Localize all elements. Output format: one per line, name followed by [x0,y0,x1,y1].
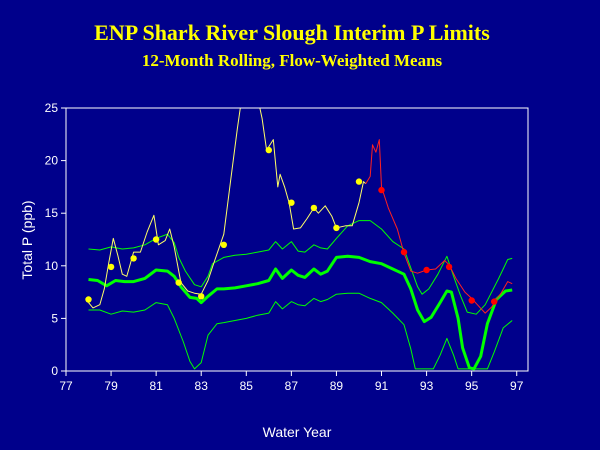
x-tick-label: 97 [510,379,524,393]
y-axis-label: Total P (ppb) [19,200,35,279]
y-tick-label: 15 [45,206,59,220]
data-points [85,146,498,305]
x-tick-label: 79 [104,379,118,393]
series-line-upper [88,220,513,315]
annual-point [175,279,182,286]
series-line-measured_recent [365,139,513,314]
x-tick-label: 93 [420,379,434,393]
x-tick-label: 81 [149,379,163,393]
annual-point-recent [468,297,475,304]
annual-point [265,146,272,154]
x-tick-label: 77 [59,379,73,393]
plot-frame [65,107,529,372]
series-line-limit [88,254,513,371]
annual-point [355,178,363,185]
plot-area [88,108,513,371]
annual-point [107,263,115,271]
annual-point [152,236,160,243]
annual-point [288,199,295,206]
y-tick-label: 0 [51,364,58,378]
x-axis-label: Water Year [263,424,332,440]
x-tick-label: 83 [195,379,209,393]
x-tick-label: 89 [330,379,344,393]
y-tick-label: 25 [45,101,59,115]
series-line-measured [88,108,367,309]
x-tick-label: 91 [375,379,389,393]
annual-point-recent [491,298,498,305]
annual-point [198,293,205,300]
x-tick-label: 87 [285,379,299,393]
annual-point [130,255,137,262]
y-axis: 0 5 10 15 20 25 [45,101,66,378]
series-line-lower [88,292,513,370]
x-tick-label: 95 [465,379,479,393]
chart-subtitle: 12-Month Rolling, Flow-Weighted Means [142,51,443,70]
y-tick-label: 20 [45,154,59,168]
x-tick-label: 85 [240,379,254,393]
annual-point-recent [378,186,385,194]
annual-point [310,204,318,212]
annual-point [333,224,340,232]
annual-point [220,241,227,248]
x-axis: 77 79 81 83 85 87 89 91 93 95 97 [59,371,524,393]
annual-point-recent [423,266,430,274]
y-tick-label: 5 [51,311,58,325]
chart-title: ENP Shark River Slough Interim P Limits [94,20,490,45]
annual-point-recent [445,263,453,271]
annual-point-recent [400,248,408,256]
annual-point [85,296,92,303]
y-tick-label: 10 [45,259,59,273]
